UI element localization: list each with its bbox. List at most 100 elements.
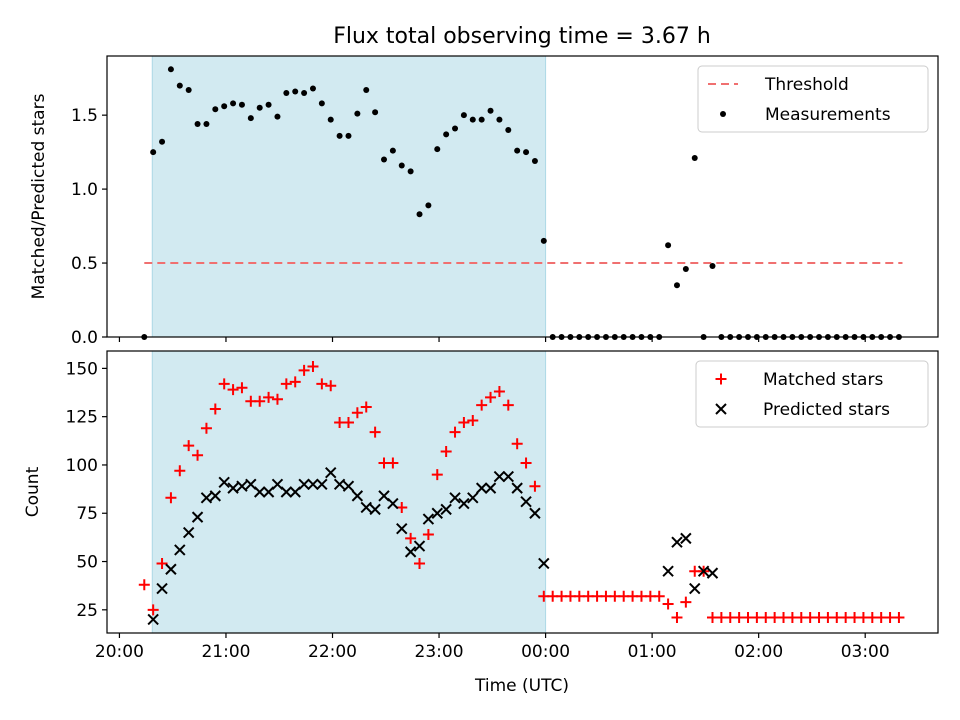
predicted-star-marker [174,544,186,556]
y-axis-label: Matched/Predicted stars [29,93,49,299]
matched-star-marker [209,403,221,415]
x-tick-label: 03:00 [841,642,890,662]
y-tick-label: 50 [76,553,98,573]
chart-title: Flux total observing time = 3.67 h [333,24,711,49]
measurement-point [318,100,325,107]
measurement-point [274,113,281,120]
y-tick-label: 150 [66,359,98,379]
matched-star-marker [662,598,674,610]
measurement-point [540,237,547,244]
measurement-point [363,87,370,94]
top-panel: 0.0 0.5 1.0 1.5 Matched/Predicted stars Thres… [29,55,939,348]
matched-star-marker [289,376,301,388]
axes-frame [106,55,939,338]
matched-star-marker [218,378,230,390]
matched-star-marker [369,426,381,438]
matched-star-marker [147,604,159,616]
matched-star-marker [360,401,372,413]
predicted-star-marker [307,478,319,490]
predicted-star-marker [147,613,159,626]
measurement-point [398,162,405,169]
y-tick-label: 0.5 [71,254,98,274]
predicted-star-marker [209,490,222,502]
predicted-star-marker [431,507,443,519]
measurement-point [682,265,689,272]
matched-star-marker [440,445,452,457]
measurement-point [292,88,299,95]
measurement-point [514,147,521,154]
y-tick-label: 1.5 [71,106,98,126]
predicted-star-marker [218,476,230,489]
matched-star-marker [307,360,319,372]
measurement-point [212,106,219,113]
measurement-point [478,116,485,123]
measurement-point [434,146,441,153]
predicted-star-marker [440,503,452,516]
matched-star-marker [485,391,497,403]
predicted-star-marker [236,480,248,492]
matched-star-marker [325,380,337,392]
matched-star-marker [405,532,417,544]
y-tick-label: 100 [66,456,98,476]
measurement-point [238,101,245,108]
x-tick-label: 21:00 [201,642,250,662]
predicted-star-marker [458,497,470,510]
predicted-star-marker [538,557,550,570]
predicted-star-marker [475,482,488,494]
x-tick-label: 01:00 [628,642,677,662]
predicted-star-marker [333,478,346,490]
y-tick-label: 1.0 [71,180,98,200]
predicted-star-marker [413,540,426,552]
x-tick-label: 02:00 [734,642,783,662]
legend-label: Threshold [764,75,849,95]
predicted-star-marker [342,480,355,492]
matched-star-marker [511,438,523,450]
predicted-star-marker [227,482,239,494]
measurement-point [336,132,343,139]
matched-star-marker [165,492,177,504]
predicted-star-marker [680,532,692,545]
matched-star-marker [271,393,283,405]
measurement-point [372,109,379,116]
measurement-point [416,211,423,218]
measurement-point [283,89,290,96]
measurement-point [505,126,512,133]
matched-star-marker [680,596,692,608]
measurement-point [185,87,192,94]
measurement-point [381,156,387,163]
predicted-star-marker [502,470,515,483]
measurement-point [194,121,201,128]
y-tick-label: 75 [76,504,98,524]
measurement-point [531,158,538,165]
predicted-star-marker [165,563,177,575]
predicted-star-marker [360,501,372,514]
predicted-star-marker [200,492,213,504]
x-tick-label: 20:00 [95,642,144,662]
measurement-point [709,263,716,270]
predicted-star-marker [467,492,479,504]
measurement-point [256,104,263,111]
measurement-point [327,116,334,123]
measurement-point [487,107,494,114]
x-tick-label: 23:00 [415,642,464,662]
matched-star-marker [414,557,426,569]
matched-star-marker [138,579,150,591]
matched-star-marker [263,391,275,403]
predicted-star-marker [396,522,408,535]
matched-star-marker [387,457,399,469]
y-axis-label: Count [23,466,43,517]
matched-star-marker [449,426,461,438]
measurement-point [460,112,467,119]
axes-frame [106,350,939,634]
predicted-star-marker [689,582,701,595]
matched-star-marker [298,364,310,376]
measurement-point [354,110,361,117]
y-tick-label: 125 [66,408,98,428]
predicted-star-marker [156,582,168,595]
matched-star-marker [342,416,354,428]
predicted-star-marker [351,490,364,502]
matched-star-marker [200,422,212,434]
matched-star-marker [227,384,239,396]
matched-star-marker [351,407,363,419]
matched-star-marker [520,457,532,469]
